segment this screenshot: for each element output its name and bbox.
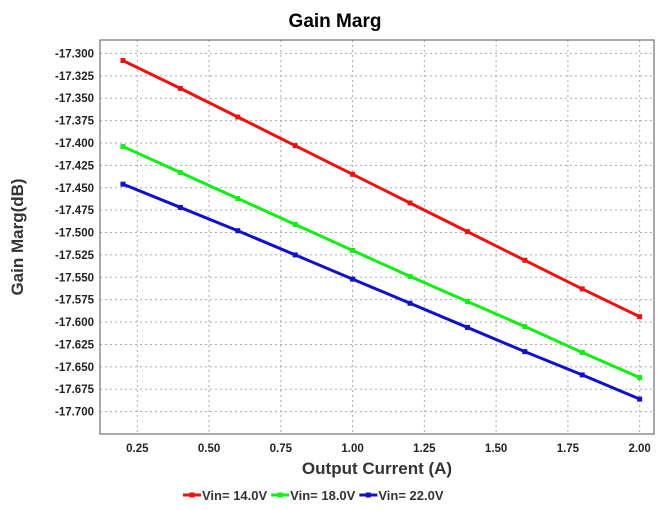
legend-item: Vin= 22.0V: [359, 488, 444, 503]
data-point: [350, 247, 356, 253]
data-point: [579, 286, 585, 292]
data-point: [120, 144, 126, 150]
data-point: [464, 298, 470, 304]
data-point: [407, 200, 413, 206]
legend: Vin= 14.0V Vin= 18.0V Vin= 22.0V: [183, 488, 444, 503]
data-point: [235, 114, 241, 120]
series-2: [120, 144, 643, 381]
x-tick-label: 1.50: [485, 443, 507, 455]
x-tick-label: 0.75: [270, 443, 293, 455]
y-tick-label: -17.700: [55, 407, 94, 419]
data-point: [579, 350, 585, 356]
data-point: [464, 324, 470, 330]
legend-item: Vin= 14.0V: [183, 488, 267, 503]
data-point: [177, 204, 183, 210]
y-tick-label: -17.450: [55, 183, 94, 195]
data-point: [120, 181, 126, 187]
series-lines: [120, 58, 643, 402]
x-tick-label: 1.00: [341, 443, 363, 455]
y-tick-label: -17.625: [55, 339, 95, 351]
y-tick-label: -17.425: [55, 160, 95, 172]
data-point: [292, 221, 298, 227]
y-tick-label: -17.575: [55, 295, 95, 307]
x-tick-label: 1.75: [557, 443, 580, 455]
legend-marker: [189, 492, 195, 498]
y-tick-label: -17.350: [55, 93, 94, 105]
legend-label: Vin= 18.0V: [290, 488, 355, 503]
x-tick-label: 1.25: [413, 443, 436, 455]
legend-item: Vin= 18.0V: [271, 488, 356, 503]
x-tick-label: 0.50: [198, 443, 220, 455]
y-tick-label: -17.400: [55, 138, 94, 150]
y-axis-title: Gain Marg(dB): [8, 178, 27, 295]
x-axis-title: Output Current (A): [302, 459, 452, 478]
data-point: [637, 396, 643, 402]
data-point: [292, 252, 298, 258]
legend-marker: [365, 492, 371, 498]
legend-label: Vin= 22.0V: [378, 488, 443, 503]
data-point: [120, 58, 126, 64]
series-line: [122, 59, 641, 319]
y-tick-label: -17.525: [55, 250, 95, 262]
data-point: [350, 171, 356, 177]
series-1: [120, 58, 643, 320]
y-tick-label: -17.600: [55, 317, 94, 329]
chart-title: Gain Marg: [289, 11, 382, 32]
y-axis-ticks: -17.300 -17.325 -17.350 -17.375 -17.400 -17.4…: [55, 48, 95, 418]
series-line: [122, 145, 641, 379]
data-point: [235, 195, 241, 201]
data-point: [407, 273, 413, 279]
x-axis-ticks: 0.25 0.50 0.75 1.00 1.25 1.50 1.75 2.00: [126, 443, 651, 455]
grid-lines: [100, 40, 654, 434]
data-point: [235, 228, 241, 234]
legend-label: Vin= 14.0V: [202, 488, 267, 503]
data-point: [464, 229, 470, 235]
series-3: [120, 181, 643, 402]
y-tick-label: -17.675: [55, 384, 95, 396]
x-tick-label: 2.00: [628, 443, 650, 455]
y-tick-label: -17.650: [55, 362, 94, 374]
y-tick-label: -17.325: [55, 71, 95, 83]
data-point: [407, 300, 413, 306]
data-point: [350, 276, 356, 282]
data-point: [637, 314, 643, 320]
data-point: [522, 324, 528, 330]
data-point: [177, 170, 183, 176]
data-point: [177, 85, 183, 91]
y-tick-label: -17.375: [55, 116, 95, 128]
y-tick-label: -17.300: [55, 48, 94, 60]
series-line: [122, 182, 641, 401]
data-point: [579, 372, 585, 378]
y-tick-label: -17.500: [55, 228, 94, 240]
data-point: [522, 349, 528, 355]
y-tick-label: -17.475: [55, 205, 95, 217]
x-tick-label: 0.25: [126, 443, 149, 455]
data-point: [522, 257, 528, 263]
data-point: [637, 375, 643, 381]
data-point: [292, 143, 298, 149]
plot-area-frame: [99, 39, 655, 435]
legend-marker: [277, 492, 283, 498]
y-tick-label: -17.550: [55, 272, 94, 284]
